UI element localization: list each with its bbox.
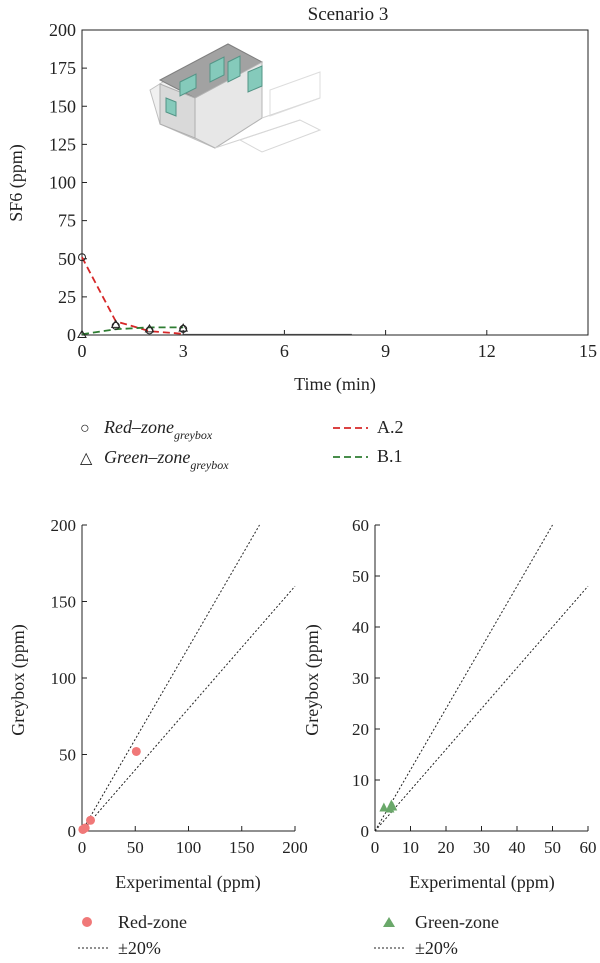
bl-axes: 0 50 100 150 200 0 50 100 150 200 [51,516,308,857]
y-tick-label: 25 [58,287,76,307]
x-tick-label: 15 [579,341,597,361]
reference-line-0.8 [374,585,589,832]
top-xlabel: Time (min) [294,374,376,395]
x-tick-label: 0 [371,838,380,857]
reference-line-1.2 [374,524,553,832]
y-tick-label: 75 [58,211,76,231]
legend-label-a2: A.2 [377,417,404,437]
x-tick-label: 50 [544,838,561,857]
y-tick-label: 200 [51,516,77,535]
reference-line-0.8 [81,585,296,832]
y-tick-label: 0 [68,822,77,841]
br-series [374,524,589,832]
green-zone-marker [110,319,121,328]
series-line-A.2 [81,256,184,335]
red-zone-marker [179,324,188,333]
y-tick-label: 40 [352,618,369,637]
y-tick-label: 50 [352,567,369,586]
red-zone-marker [111,321,120,330]
br-axes: 0 10 20 30 40 50 60 0 10 20 30 40 50 60 [352,516,597,857]
y-tick-label: 125 [49,134,76,154]
top-series [77,253,352,339]
time-series-panel: Scenario 3 0 3 6 9 12 15025507510012515017520… [6,4,597,472]
green-zone-scatter-panel: 0 10 20 30 40 50 60 0 10 20 30 40 50 60 Greybox (ppm)… [302,516,597,958]
legend-marker-circle: ○ [80,420,90,437]
data-point [385,803,395,813]
x-tick-label: 200 [282,838,308,857]
legend-marker-triangle: △ [80,450,93,467]
y-tick-label: 200 [49,20,76,40]
bl-xlabel: Experimental (ppm) [115,872,260,893]
y-tick-label: 100 [49,173,76,193]
br-legend: Green-zone ±20% [374,912,499,958]
x-tick-label: 60 [580,838,597,857]
chart-title: Scenario 3 [308,4,389,25]
y-tick-label: 20 [352,720,369,739]
green-zone-marker [178,323,189,332]
legend-label-red-zone-scatter: Red-zone [118,912,187,932]
br-ylabel: Greybox (ppm) [302,624,323,735]
y-tick-label: 100 [51,669,77,688]
data-point [86,815,96,825]
top-ylabel: SF6 (ppm) [6,144,27,222]
series-line-B.1 [81,326,184,336]
x-tick-label: 9 [381,341,390,361]
x-tick-label: 30 [473,838,490,857]
x-tick-label: 6 [280,341,289,361]
y-tick-label: 0 [67,325,76,345]
x-tick-label: 40 [509,838,526,857]
br-xlabel: Experimental (ppm) [409,872,554,893]
green-zone-marker [144,323,155,333]
house-inset-image [149,43,322,153]
x-tick-label: 20 [438,838,455,857]
bl-series [78,524,296,834]
x-tick-label: 10 [402,838,419,857]
data-point [78,824,88,834]
x-tick-label: 100 [176,838,202,857]
top-legend: ○ Red–zonegreybox △ Green–zonegreybox A.… [80,417,404,472]
y-tick-label: 0 [361,822,370,841]
y-tick-label: 50 [59,746,76,765]
x-tick-label: 3 [179,341,188,361]
x-tick-label: 0 [78,341,87,361]
y-tick-label: 150 [49,96,76,116]
y-tick-label: 30 [352,669,369,688]
y-tick-label: 175 [49,58,76,78]
legend-marker-green-zone [383,917,395,927]
legend-marker-red-zone [82,917,92,927]
legend-label-b1: B.1 [377,446,403,466]
bl-legend: Red-zone ±20% [78,912,187,958]
legend-label-green-zone-scatter: Green-zone [415,912,499,932]
legend-label-pm20-left: ±20% [118,938,161,958]
x-tick-label: 0 [78,838,87,857]
x-tick-label: 12 [478,341,496,361]
data-point [379,802,389,812]
bl-ylabel: Greybox (ppm) [8,624,29,735]
x-tick-label: 50 [127,838,144,857]
green-zone-marker [77,329,87,339]
legend-label-green-zone: Green–zonegreybox [104,447,229,472]
y-tick-label: 10 [352,771,369,790]
red-zone-scatter-panel: 0 50 100 150 200 0 50 100 150 200 Greybox (ppm) E… [8,516,308,958]
y-tick-label: 50 [58,249,76,269]
legend-label-red-zone: Red–zonegreybox [103,417,213,442]
reference-line-1.2 [81,524,260,832]
y-tick-label: 150 [51,593,77,612]
red-zone-marker [78,253,86,262]
plot-frame [81,29,589,336]
data-point [131,746,141,756]
legend-label-pm20-right: ±20% [415,938,458,958]
y-tick-label: 60 [352,516,369,535]
x-tick-label: 150 [229,838,255,857]
